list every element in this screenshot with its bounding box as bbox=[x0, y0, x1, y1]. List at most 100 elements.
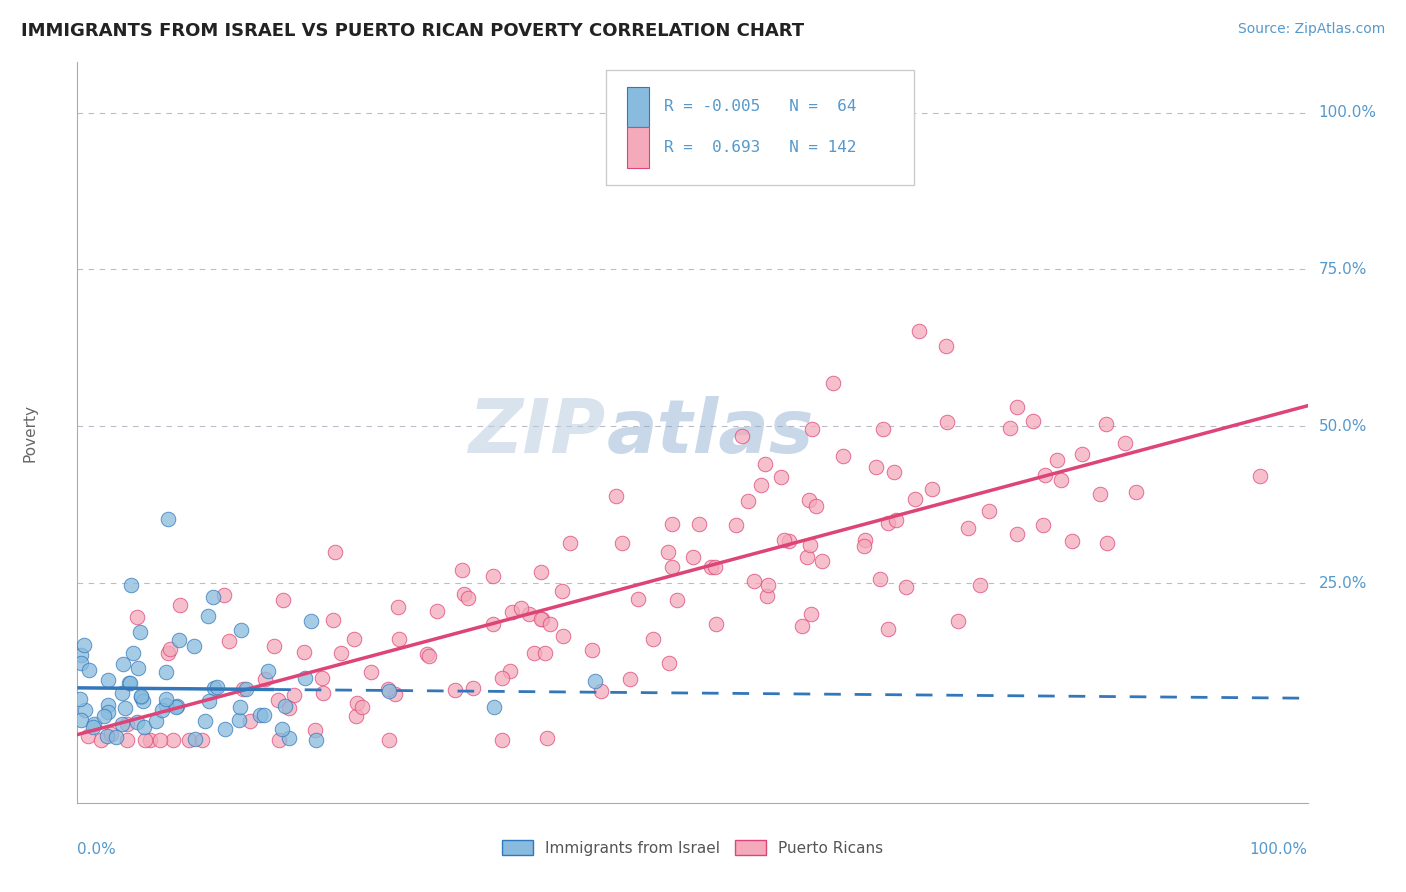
Point bbox=[894, 580, 917, 594]
Point bbox=[806, 500, 828, 514]
Point bbox=[658, 656, 681, 670]
Point bbox=[97, 673, 120, 688]
Point bbox=[1249, 468, 1271, 483]
Point bbox=[283, 688, 305, 702]
Point bbox=[451, 563, 474, 577]
Point bbox=[179, 733, 201, 747]
Point bbox=[96, 729, 118, 743]
Point bbox=[304, 723, 326, 737]
FancyBboxPatch shape bbox=[627, 87, 650, 128]
Point bbox=[352, 699, 374, 714]
Point bbox=[111, 717, 134, 731]
Point bbox=[583, 674, 606, 689]
Point bbox=[277, 700, 299, 714]
Point bbox=[444, 683, 467, 698]
Point bbox=[149, 733, 172, 747]
Point bbox=[560, 536, 582, 550]
Point bbox=[131, 689, 153, 703]
Point bbox=[703, 559, 725, 574]
Point bbox=[907, 324, 929, 338]
Point bbox=[769, 470, 792, 484]
Point bbox=[114, 701, 136, 715]
Point bbox=[682, 550, 704, 565]
Point bbox=[73, 638, 96, 652]
Point bbox=[852, 539, 875, 553]
Point bbox=[97, 706, 120, 720]
Text: Source: ZipAtlas.com: Source: ZipAtlas.com bbox=[1237, 22, 1385, 37]
Point bbox=[325, 545, 347, 559]
Point bbox=[228, 713, 250, 727]
Point bbox=[553, 629, 575, 643]
Point bbox=[277, 731, 299, 745]
Point bbox=[201, 590, 224, 604]
Point bbox=[256, 665, 278, 679]
Point bbox=[159, 641, 181, 656]
Point bbox=[111, 686, 134, 700]
Point bbox=[167, 632, 190, 647]
Point bbox=[538, 617, 561, 632]
Point bbox=[463, 681, 485, 695]
Point bbox=[115, 733, 138, 747]
Point bbox=[112, 657, 135, 671]
Point bbox=[1090, 486, 1112, 500]
Point bbox=[1007, 400, 1029, 414]
Point bbox=[731, 428, 754, 442]
Point bbox=[253, 708, 276, 723]
Point bbox=[742, 574, 765, 588]
Point bbox=[125, 715, 148, 730]
Point bbox=[482, 616, 505, 631]
Point bbox=[82, 720, 104, 734]
Point bbox=[100, 727, 122, 741]
Point bbox=[145, 714, 167, 729]
Point bbox=[426, 604, 449, 618]
Point bbox=[797, 492, 820, 507]
Point bbox=[388, 632, 411, 647]
Point bbox=[138, 733, 160, 747]
Point bbox=[482, 568, 505, 582]
Point bbox=[115, 716, 138, 731]
Point bbox=[269, 733, 291, 747]
Text: R = -0.005   N =  64: R = -0.005 N = 64 bbox=[664, 99, 856, 114]
Point bbox=[501, 606, 523, 620]
Point bbox=[90, 733, 112, 747]
Point bbox=[329, 646, 352, 660]
Point bbox=[605, 489, 627, 503]
Point bbox=[378, 684, 401, 698]
Point bbox=[1114, 436, 1136, 450]
Point bbox=[977, 504, 1000, 518]
Point bbox=[665, 592, 688, 607]
Point bbox=[877, 622, 900, 636]
Point bbox=[166, 699, 188, 714]
Point bbox=[453, 587, 475, 601]
Point bbox=[169, 598, 191, 612]
Point bbox=[156, 646, 179, 660]
Point bbox=[935, 339, 957, 353]
Point bbox=[129, 690, 152, 705]
Point bbox=[132, 720, 155, 734]
Point bbox=[853, 533, 876, 548]
Point bbox=[239, 714, 262, 729]
Point bbox=[344, 709, 367, 723]
Point bbox=[253, 672, 276, 686]
Point bbox=[377, 733, 399, 747]
Point bbox=[1032, 518, 1054, 533]
Point bbox=[77, 664, 100, 678]
Text: Poverty: Poverty bbox=[22, 403, 38, 462]
Point bbox=[756, 578, 779, 592]
Point bbox=[384, 687, 406, 701]
Point bbox=[346, 696, 368, 710]
Point bbox=[232, 681, 254, 696]
Text: IMMIGRANTS FROM ISRAEL VS PUERTO RICAN POVERTY CORRELATION CHART: IMMIGRANTS FROM ISRAEL VS PUERTO RICAN P… bbox=[21, 22, 804, 40]
Point bbox=[589, 684, 612, 698]
Point bbox=[823, 376, 845, 390]
Point bbox=[193, 714, 215, 728]
Point bbox=[936, 416, 959, 430]
Point bbox=[872, 422, 894, 436]
Point bbox=[482, 699, 505, 714]
Point bbox=[1125, 485, 1147, 500]
Point bbox=[810, 554, 832, 568]
Point bbox=[343, 632, 366, 646]
Point bbox=[1062, 533, 1084, 548]
Point bbox=[155, 691, 177, 706]
Point bbox=[1033, 468, 1056, 483]
